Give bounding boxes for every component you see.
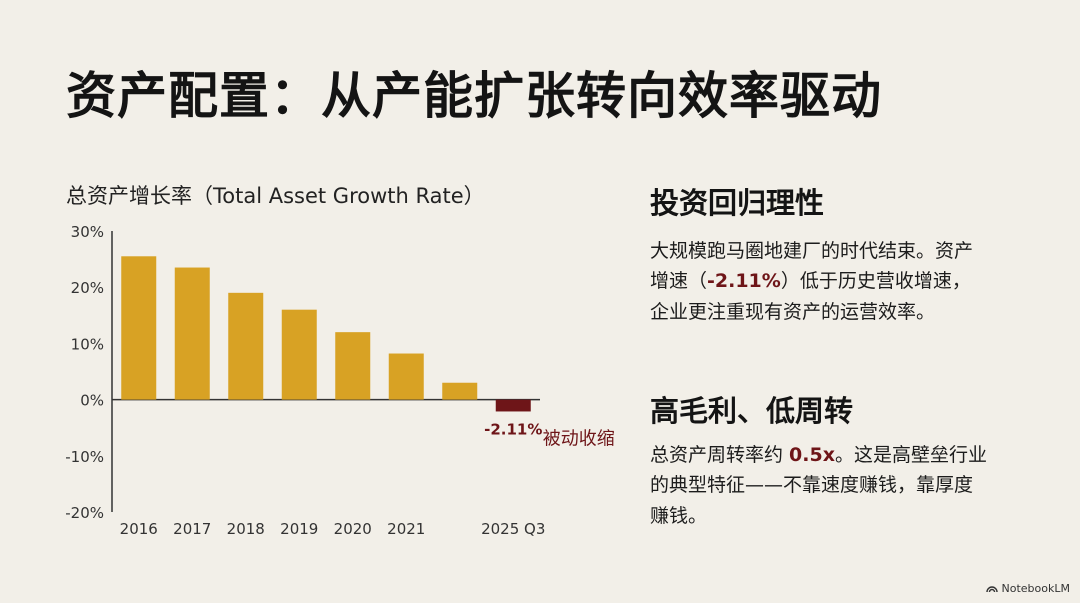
y-tick-label: 30% <box>71 223 104 241</box>
y-tick-label: 10% <box>71 335 104 353</box>
bar <box>228 292 264 400</box>
highlight-value: 0.5x <box>789 444 835 466</box>
body-text: 。这是高壁垒行业 <box>834 444 987 466</box>
x-tick-label: 2020 <box>334 520 372 538</box>
body-line: 的典型特征——不靠速度赚钱，靠厚度 <box>650 474 974 497</box>
x-tick-label: 2025 Q3 <box>481 520 545 538</box>
bar <box>495 399 531 412</box>
section-heading: 投资回归理性 <box>650 186 825 220</box>
page-title: 资产配置：从产能扩张转向效率驱动 <box>66 66 882 125</box>
y-tick-label: -10% <box>65 448 104 466</box>
body-text: ）低于历史营收增速， <box>780 270 971 293</box>
chart-title: 总资产增长率（Total Asset Growth Rate） <box>66 184 485 208</box>
section-body: 总资产周转率约 0.5x。这是高壁垒行业 的典型特征——不靠速度赚钱，靠厚度 赚… <box>650 440 1040 531</box>
body-line: 赚钱。 <box>650 504 708 527</box>
annotation-label: 被动收缩 <box>543 429 615 450</box>
section-body: 大规模跑马圈地建厂的时代结束。资产 增速（-2.11%）低于历史营收增速， 企业… <box>650 236 1040 327</box>
section-investment: 投资回归理性 大规模跑马圈地建厂的时代结束。资产 增速（-2.11%）低于历史营… <box>650 180 1040 327</box>
bar <box>281 309 317 400</box>
x-tick-label: 2018 <box>227 520 265 538</box>
y-tick-label: -20% <box>65 504 104 522</box>
highlight-value: -2.11% <box>707 270 781 293</box>
brand-name: NotebookLM <box>1001 582 1070 595</box>
body-line: 总资产周转率约 0.5x。这是高壁垒行业 <box>650 440 1040 470</box>
bar <box>121 256 157 400</box>
body-text: 增速（ <box>650 270 708 293</box>
section-heading: 高毛利、低周转 <box>650 394 854 428</box>
x-tick-label: 2021 <box>387 520 425 538</box>
y-tick-label: 0% <box>80 392 104 410</box>
x-tick-label: 2017 <box>173 520 211 538</box>
body-line: 增速（-2.11%）低于历史营收增速， <box>650 266 1040 296</box>
body-text: 总资产周转率约 <box>650 444 790 466</box>
section-margin-turnover: 高毛利、低周转 总资产周转率约 0.5x。这是高壁垒行业 的典型特征——不靠速度… <box>650 388 1040 531</box>
x-tick-label: 2019 <box>280 520 318 538</box>
body-line: 大规模跑马圈地建厂的时代结束。资产 <box>650 240 974 262</box>
x-tick-label: 2016 <box>120 520 158 538</box>
body-line: 企业更注重现有资产的运营效率。 <box>650 300 936 323</box>
bar <box>388 353 424 400</box>
bar <box>174 267 210 400</box>
data-label: -2.11% <box>484 420 542 438</box>
brand-watermark: NotebookLM <box>985 582 1070 595</box>
notebooklm-logo-icon <box>985 585 998 592</box>
bar <box>442 382 478 400</box>
y-tick-label: 20% <box>71 279 104 297</box>
bar <box>335 332 371 400</box>
asset-growth-bar-chart: 30% 20% 10% 0% -10% -20% 2016 2017 2018 2019 2020 2… <box>65 223 615 538</box>
